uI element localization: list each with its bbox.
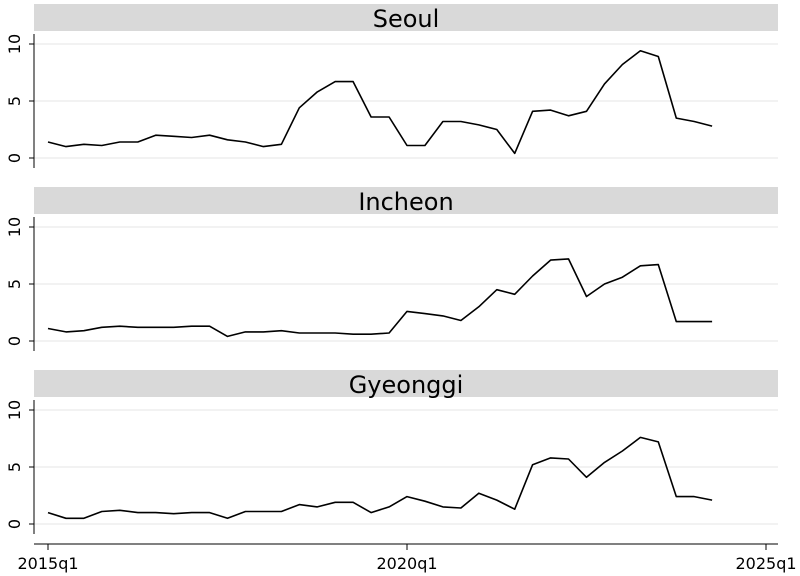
x-tick-label: 2015q1 [17, 554, 78, 573]
panel-title: Seoul [373, 5, 440, 33]
panel-title: Gyeonggi [349, 371, 464, 399]
panel-seoul: Seoul 0 5 10 [5, 4, 778, 168]
y-tick-label: 0 [5, 519, 24, 529]
y-tick-label: 0 [5, 153, 24, 163]
series-line [47, 436, 713, 520]
y-tick-label: 0 [5, 336, 24, 346]
y-tick-label: 5 [5, 96, 24, 106]
panel-gyeonggi: Gyeonggi 0 5 10 [5, 370, 778, 534]
panel-title: Incheon [358, 188, 453, 216]
x-tick-label: 2020q1 [376, 554, 437, 573]
panel-strip [34, 187, 778, 214]
y-tick-label: 10 [5, 34, 24, 54]
y-tick-label: 5 [5, 279, 24, 289]
series-line [47, 258, 713, 338]
y-tick-label: 10 [5, 400, 24, 420]
panel-strip [34, 4, 778, 31]
panel-incheon: Incheon 0 5 10 [5, 187, 778, 351]
y-tick-label: 10 [5, 217, 24, 237]
plot-area: 0 5 10 [5, 400, 778, 534]
plot-area: 0 5 10 [5, 34, 778, 168]
plot-area: 0 5 10 [5, 217, 778, 351]
x-axis: 2015q1 2020q1 2025q1 [17, 543, 797, 573]
series-line [47, 49, 713, 155]
y-tick-label: 5 [5, 462, 24, 472]
x-tick-label: 2025q1 [735, 554, 796, 573]
panel-strip [34, 370, 778, 397]
